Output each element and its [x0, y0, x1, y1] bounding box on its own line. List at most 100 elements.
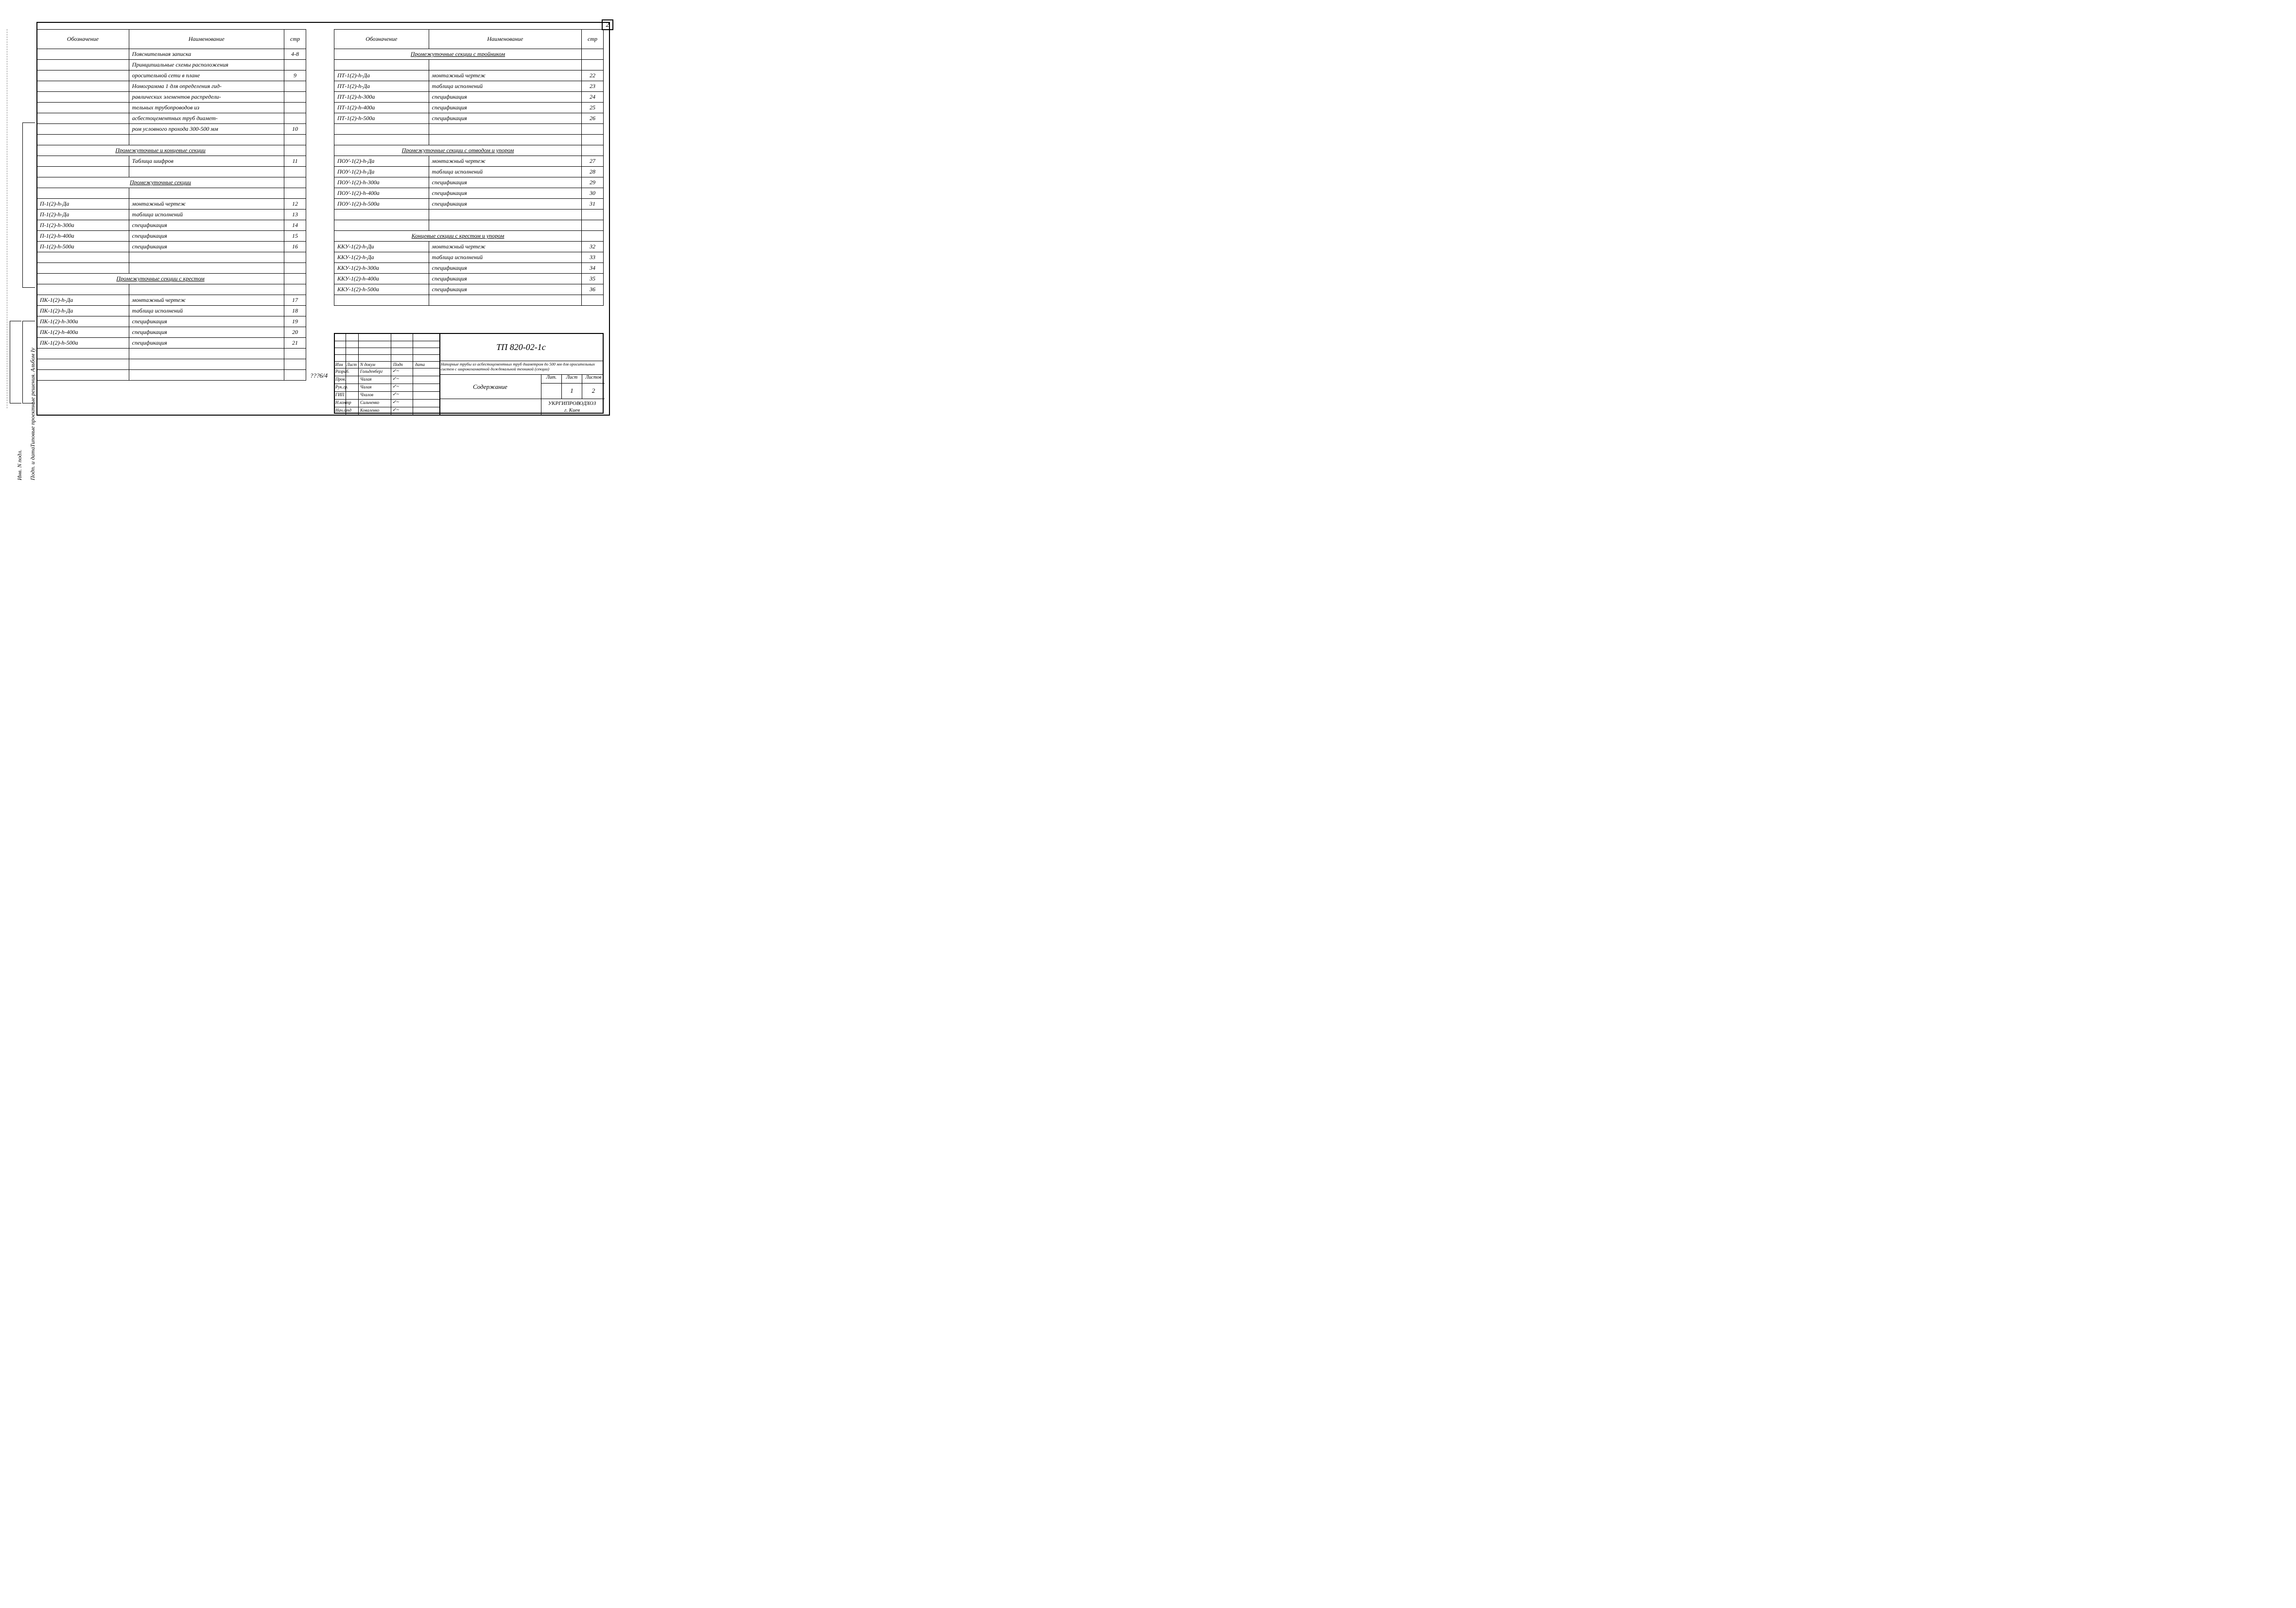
table-row [334, 60, 604, 70]
table-row [37, 349, 306, 359]
page-cell: 32 [582, 242, 604, 252]
table-row: ККУ-1(2)-h-400аспецификация35 [334, 274, 604, 284]
page-number-top: 2 [602, 19, 613, 30]
doc-description: Напорные трубы из асбестоцементных труб … [439, 361, 603, 375]
name-cell: таблица исполнений [429, 252, 581, 263]
list-value: 1 [562, 384, 582, 399]
designation-cell [37, 113, 129, 124]
table-row: ПК-1(2)-h-300аспецификация19 [37, 316, 306, 327]
table-row: ром условного прохода 300-500 мм10 [37, 124, 306, 135]
designation-cell [37, 135, 129, 145]
table-row: ККУ-1(2)-h-Димонтажный чертеж32 [334, 242, 604, 252]
table-row: Промежуточные секции с тройником [334, 49, 604, 60]
table-row [37, 188, 306, 199]
table-row [37, 135, 306, 145]
contents-table-right: Обозначение Наименование стр Промежуточн… [334, 29, 604, 306]
name-cell [129, 359, 284, 370]
table-row: ПК-1(2)-h-Датаблица исполнений18 [37, 306, 306, 316]
sig-role: ГИП [335, 392, 344, 397]
page-cell: 15 [284, 231, 306, 242]
table-row: ККУ-1(2)-h-500аспецификация36 [334, 284, 604, 295]
table-row: П-1(2)-h-Дамонтажный чертеж12 [37, 199, 306, 210]
page-cell [582, 60, 604, 70]
designation-cell [37, 156, 129, 167]
designation-cell [334, 124, 429, 135]
sig-role: Н.контр [335, 400, 351, 405]
name-cell: спецификация [129, 231, 284, 242]
organization: УКРГИПРОВОДХОЗ г. Киев [541, 399, 603, 415]
page-cell: 29 [582, 177, 604, 188]
name-cell: монтажный чертеж [129, 295, 284, 306]
name-cell [429, 220, 581, 231]
sig-hdr-list: Лист [347, 362, 357, 367]
name-cell: тельных трубопроводов из [129, 103, 284, 113]
sig-name: Сильченко [360, 400, 379, 405]
sig-name: Гольденберг [360, 369, 383, 374]
table-row: Номограмма 1 для определения гид- [37, 81, 306, 92]
contents-table-left: Обозначение Наименование стр Пояснительн… [36, 29, 306, 381]
hdr-page-r: стр [582, 30, 604, 49]
page-cell: 13 [284, 210, 306, 220]
page-cell [284, 188, 306, 199]
page-cell [284, 274, 306, 284]
name-cell: монтажный чертеж [429, 70, 581, 81]
name-cell: спецификация [429, 177, 581, 188]
page-cell [284, 81, 306, 92]
name-cell: спецификация [129, 327, 284, 338]
page-cell: 31 [582, 199, 604, 210]
table-row [37, 370, 306, 381]
page-cell [284, 113, 306, 124]
designation-cell: ПТ-1(2)-h-500а [334, 113, 429, 124]
title-block-right: ТП 820-02-1с Напорные трубы из асбестоце… [439, 334, 603, 415]
page-cell: 24 [582, 92, 604, 103]
page-cell: 30 [582, 188, 604, 199]
doc-number-row: ТП 820-02-1с [439, 334, 603, 361]
page-cell: 27 [582, 156, 604, 167]
table-row: Промежуточные секции с отводом и упором [334, 145, 604, 156]
name-cell: ром условного прохода 300-500 мм [129, 124, 284, 135]
sig-role: Пров. [335, 377, 346, 382]
designation-cell [37, 92, 129, 103]
designation-cell [37, 263, 129, 274]
designation-cell: ПТ-1(2)-h-Да [334, 70, 429, 81]
hdr-name: Наименование [129, 30, 284, 49]
table-row: ККУ-1(2)-h-300аспецификация34 [334, 263, 604, 274]
vertical-label-podp: Подп. и дата [29, 402, 36, 480]
sig-name: Чхалов [360, 392, 373, 397]
hdr-designation-r: Обозначение [334, 30, 429, 49]
page-cell [284, 284, 306, 295]
name-cell [129, 167, 284, 177]
sig-role: Нач.отд [335, 408, 351, 413]
table-row: ПОУ-1(2)-h-Дамонтажный чертеж27 [334, 156, 604, 167]
page-cell [284, 167, 306, 177]
table-row: Промежуточные секции с крестом [37, 274, 306, 284]
page-cell: 25 [582, 103, 604, 113]
signature-mark: ✓~ [392, 407, 399, 413]
page-cell [284, 252, 306, 263]
name-cell [129, 135, 284, 145]
page-cell [582, 295, 604, 306]
lit-label: Лит. [541, 375, 562, 384]
margin-bracket-2b [10, 321, 21, 403]
page-cell: 19 [284, 316, 306, 327]
name-cell: таблица исполнений [129, 306, 284, 316]
sig-name: Чалая [360, 377, 371, 382]
page-cell: 28 [582, 167, 604, 177]
designation-cell: П-1(2)-h-300а [37, 220, 129, 231]
page-cell: 22 [582, 70, 604, 81]
table-row [334, 210, 604, 220]
table-row [334, 135, 604, 145]
sig-hdr-data: дата [415, 362, 425, 367]
designation-cell [334, 135, 429, 145]
designation-cell: ПОУ-1(2)-h-400а [334, 188, 429, 199]
page-cell: 10 [284, 124, 306, 135]
name-cell: оросительной сети в плане [129, 70, 284, 81]
page-cell [284, 349, 306, 359]
page-cell [284, 370, 306, 381]
designation-cell [37, 167, 129, 177]
page-cell [582, 145, 604, 156]
designation-cell: ПК-1(2)-h-Да [37, 306, 129, 316]
designation-cell [37, 81, 129, 92]
name-cell: спецификация [129, 220, 284, 231]
table-row [334, 124, 604, 135]
